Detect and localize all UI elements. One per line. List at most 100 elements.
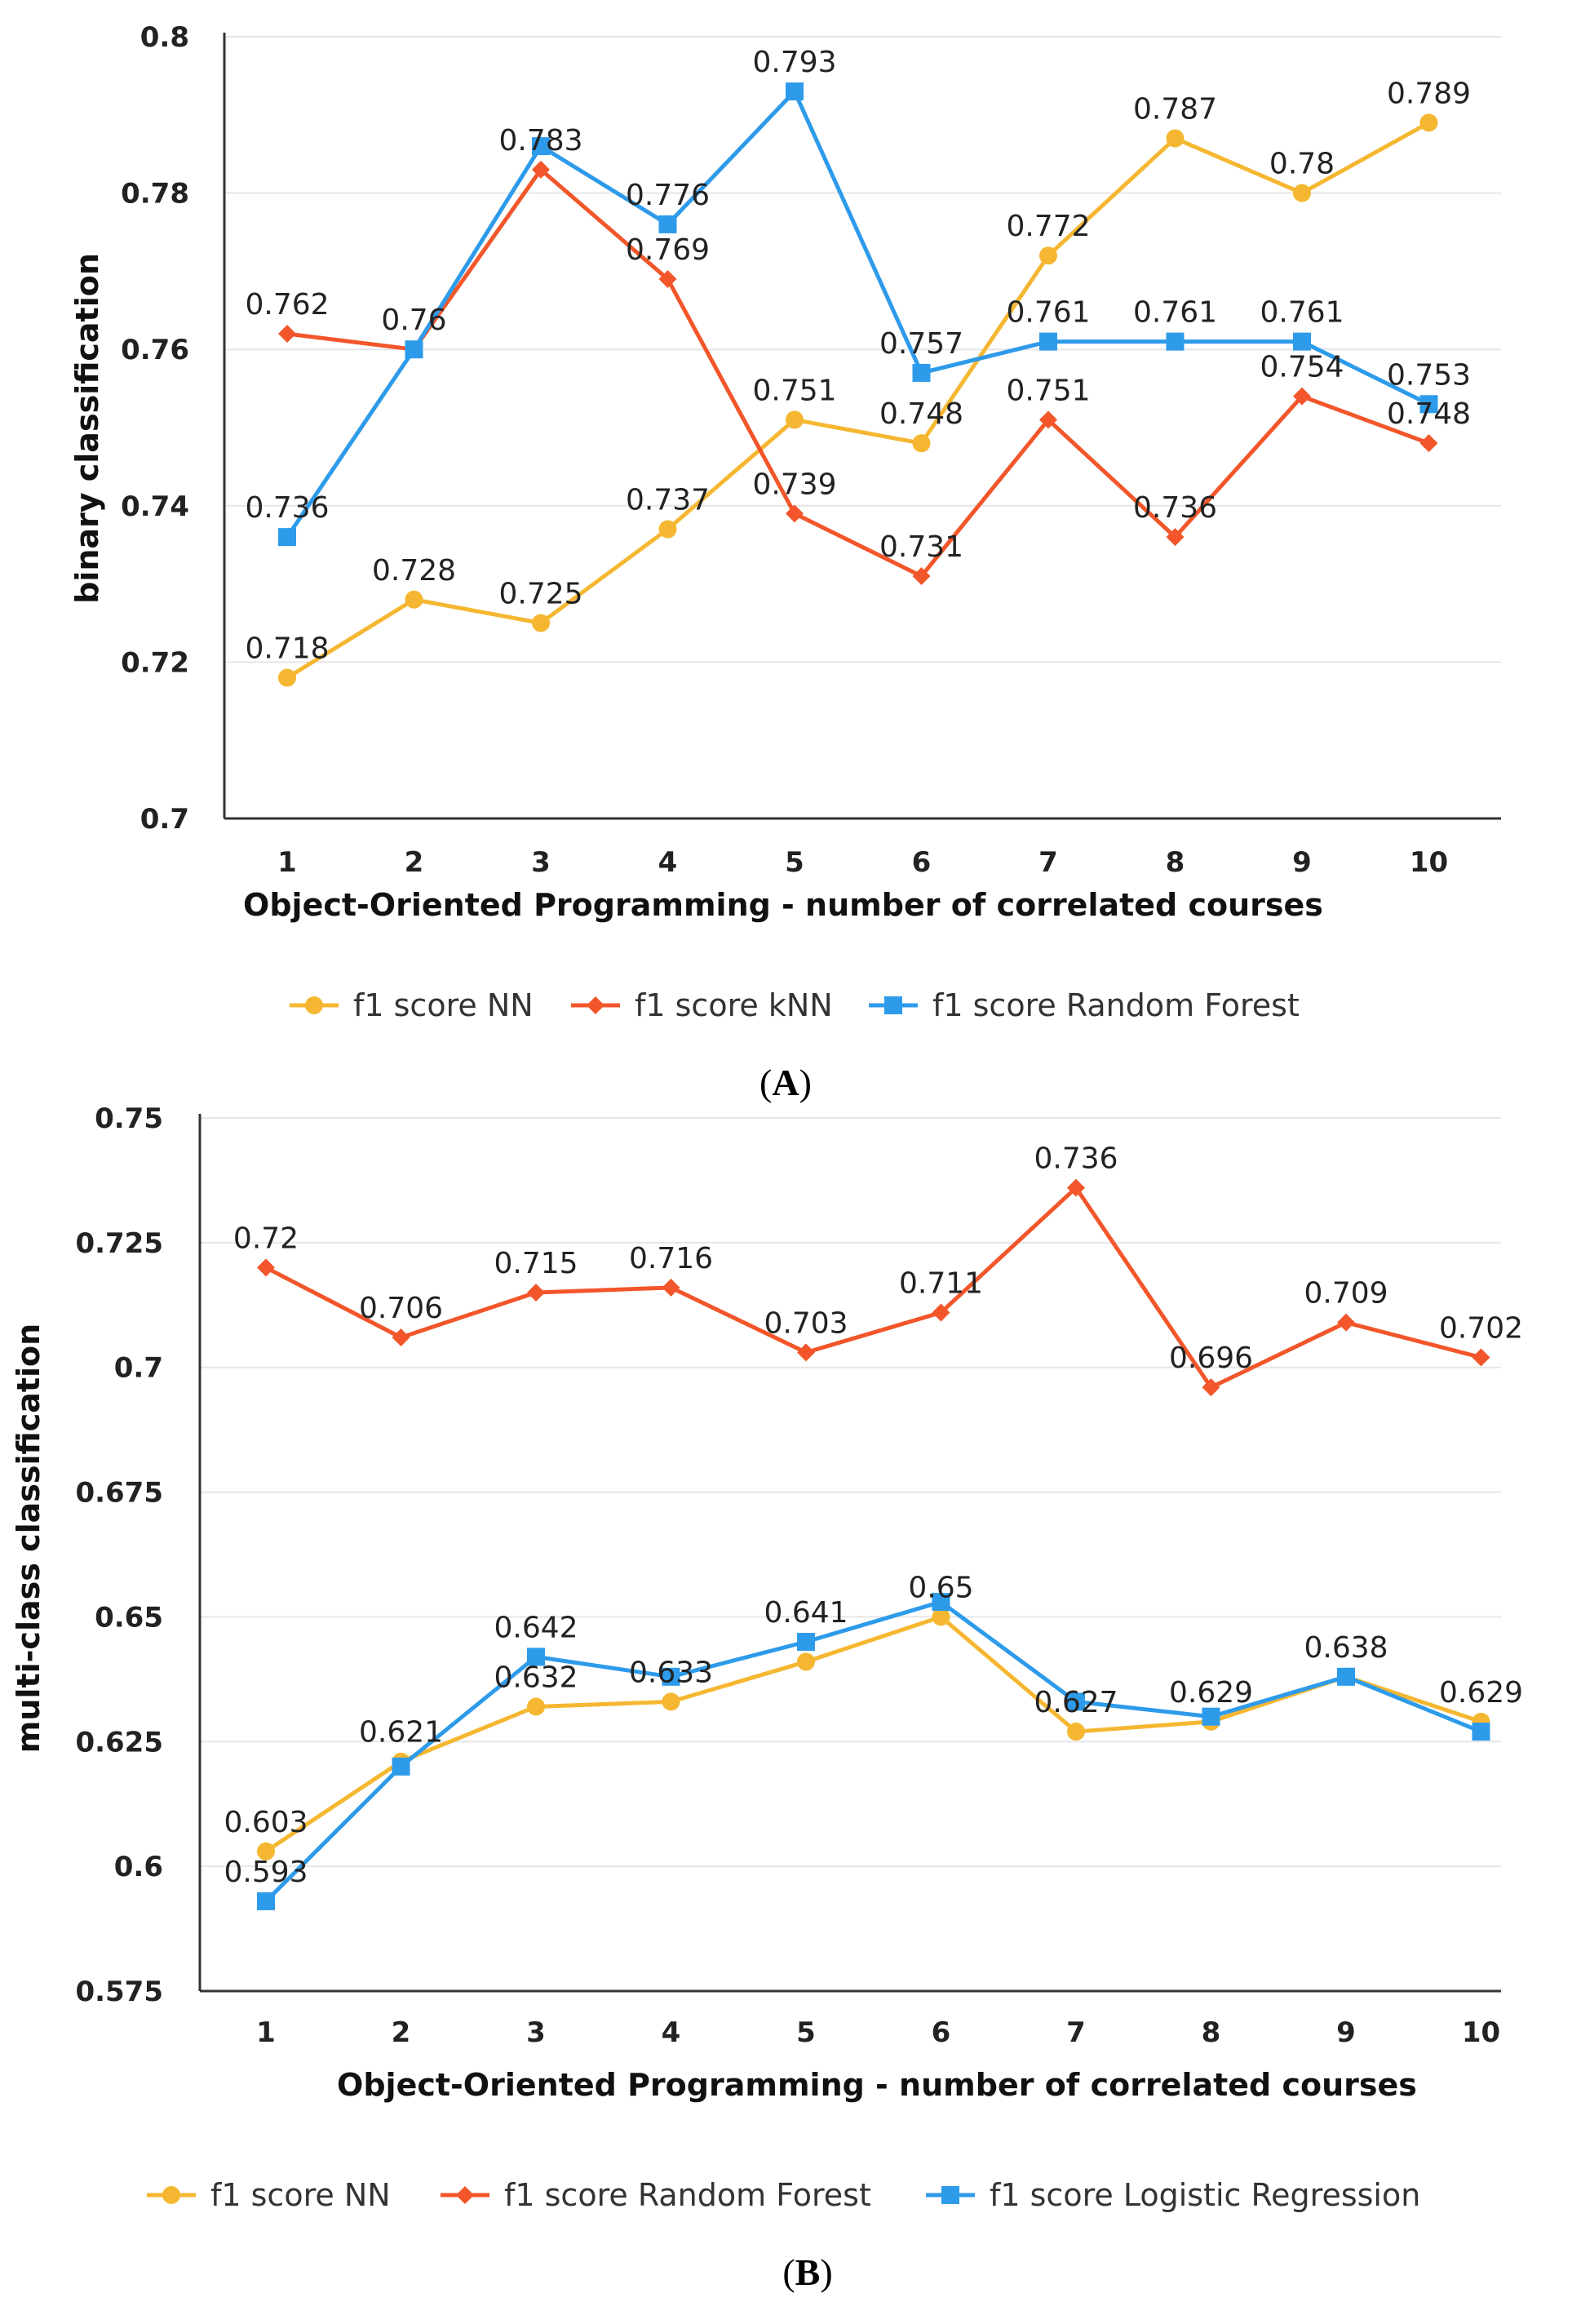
marker-circle bbox=[278, 668, 296, 687]
data-label: 0.715 bbox=[494, 1247, 578, 1280]
marker-diamond bbox=[1202, 1378, 1220, 1397]
legend-label: f1 score kNN bbox=[635, 987, 833, 1023]
marker-diamond bbox=[527, 1284, 545, 1302]
y-axis-title: multi-class classification bbox=[11, 1324, 46, 1753]
x-tick-label: 1 bbox=[256, 2016, 276, 2049]
data-label: 0.762 bbox=[245, 288, 329, 322]
panel-label-b-letter: B bbox=[795, 2251, 821, 2293]
y-tick-label: 0.6 bbox=[114, 1851, 163, 1883]
chart-multi-class-classification: 0.575 0.6 0.625 0.65 0.675 0.7 0.725 0.75 1 2 3 4 5… bbox=[11, 1102, 1523, 2293]
data-label: 0.761 bbox=[1133, 296, 1217, 330]
marker-circle bbox=[786, 410, 804, 429]
y-tick-label: 0.65 bbox=[95, 1601, 163, 1634]
x-tick-label: 7 bbox=[1066, 2016, 1086, 2049]
marker-diamond bbox=[392, 1328, 410, 1347]
marker-circle bbox=[532, 614, 550, 632]
data-label: 0.731 bbox=[879, 530, 963, 564]
marker-circle bbox=[162, 2186, 180, 2204]
x-tick-label: 2 bbox=[392, 2016, 411, 2049]
marker-circle bbox=[1293, 184, 1311, 202]
data-series bbox=[278, 82, 1438, 687]
marker-square bbox=[1067, 1692, 1085, 1711]
data-label: 0.696 bbox=[1169, 1342, 1253, 1375]
marker-circle bbox=[1419, 113, 1438, 132]
data-label: 0.787 bbox=[1133, 93, 1217, 126]
y-tick-label: 0.74 bbox=[121, 490, 189, 523]
marker-square bbox=[1472, 1723, 1490, 1741]
x-tick-label: 7 bbox=[1038, 846, 1058, 879]
marker-square bbox=[1337, 1667, 1355, 1686]
x-tick-label: 3 bbox=[526, 2016, 546, 2049]
marker-circle bbox=[1039, 246, 1057, 265]
legend: f1 score NN f1 score Random Forest f1 scor… bbox=[147, 2177, 1420, 2213]
marker-square bbox=[405, 340, 423, 359]
chart-binary-classification: 0.7 0.72 0.74 0.76 0.78 0.8 1 2 3 4 5 6 7 8 9 10 Objec… bbox=[69, 21, 1501, 1103]
marker-square bbox=[786, 82, 804, 101]
data-labels: 0.718 0.728 0.725 0.737 0.751 0.748 0.772 0.787… bbox=[245, 46, 1471, 666]
data-label: 0.736 bbox=[1034, 1142, 1118, 1176]
marker-circle bbox=[305, 996, 323, 1014]
legend-label: f1 score Random Forest bbox=[504, 2177, 871, 2213]
marker-diamond bbox=[662, 1278, 680, 1297]
marker-square bbox=[797, 1633, 815, 1651]
y-tick-label: 0.7 bbox=[140, 803, 189, 836]
marker-square bbox=[884, 996, 902, 1014]
data-label: 0.706 bbox=[359, 1292, 443, 1325]
data-label: 0.769 bbox=[626, 233, 710, 267]
series-line bbox=[264, 1614, 1482, 1853]
series-line bbox=[264, 1599, 1482, 1903]
data-label: 0.642 bbox=[494, 1611, 578, 1644]
data-label: 0.629 bbox=[1169, 1676, 1253, 1710]
marker-diamond bbox=[1067, 1178, 1085, 1197]
legend-item: f1 score kNN bbox=[571, 987, 833, 1023]
y-tick-label: 0.78 bbox=[121, 178, 189, 211]
y-tick-label: 0.8 bbox=[140, 21, 189, 54]
data-label: 0.789 bbox=[1387, 77, 1471, 110]
marker-square bbox=[1419, 395, 1438, 414]
y-tick-label: 0.575 bbox=[75, 1976, 163, 2008]
marker-diamond bbox=[658, 269, 677, 288]
data-label: 0.737 bbox=[626, 484, 710, 517]
y-tick-labels: 0.7 0.72 0.74 0.76 0.78 0.8 bbox=[121, 21, 189, 836]
marker-diamond bbox=[797, 1343, 815, 1362]
data-label: 0.703 bbox=[764, 1306, 848, 1340]
axes bbox=[198, 1114, 1501, 1993]
marker-circle bbox=[658, 520, 677, 539]
x-tick-label: 4 bbox=[662, 2016, 681, 2049]
marker-diamond bbox=[786, 504, 804, 523]
series-f1-score-random-forest bbox=[257, 1178, 1490, 1397]
marker-circle bbox=[1166, 129, 1185, 148]
data-label: 0.603 bbox=[224, 1806, 308, 1839]
data-series bbox=[257, 1178, 1490, 1910]
marker-diamond bbox=[1166, 528, 1185, 547]
marker-square bbox=[532, 137, 550, 156]
y-tick-label: 0.7 bbox=[114, 1352, 163, 1385]
data-label: 0.728 bbox=[372, 554, 456, 588]
y-tick-label: 0.725 bbox=[75, 1227, 163, 1260]
data-label: 0.725 bbox=[498, 578, 582, 611]
data-label: 0.772 bbox=[1006, 210, 1090, 243]
x-tick-labels: 1 2 3 4 5 6 7 8 9 10 bbox=[256, 2016, 1500, 2049]
marker-circle bbox=[912, 434, 931, 453]
data-label: 0.757 bbox=[879, 327, 963, 361]
data-label: 0.593 bbox=[224, 1856, 308, 1889]
data-label: 0.702 bbox=[1439, 1311, 1523, 1345]
marker-square bbox=[658, 215, 677, 233]
data-label: 0.783 bbox=[498, 124, 582, 157]
data-label: 0.736 bbox=[1133, 491, 1217, 525]
data-label: 0.761 bbox=[1260, 296, 1344, 330]
data-label: 0.718 bbox=[245, 632, 329, 666]
data-label: 0.793 bbox=[752, 46, 836, 79]
marker-circle bbox=[932, 1608, 950, 1626]
data-label: 0.621 bbox=[359, 1716, 443, 1750]
x-tick-label: 8 bbox=[1166, 846, 1185, 879]
panel-label-a-letter: A bbox=[772, 1062, 799, 1103]
data-label: 0.711 bbox=[899, 1266, 983, 1300]
legend-label: f1 score Random Forest bbox=[932, 987, 1300, 1023]
marker-square bbox=[278, 528, 296, 547]
marker-square bbox=[257, 1892, 275, 1910]
data-label: 0.751 bbox=[752, 374, 836, 407]
data-label: 0.638 bbox=[1304, 1631, 1388, 1665]
legend-label: f1 score Logistic Regression bbox=[990, 2177, 1420, 2213]
